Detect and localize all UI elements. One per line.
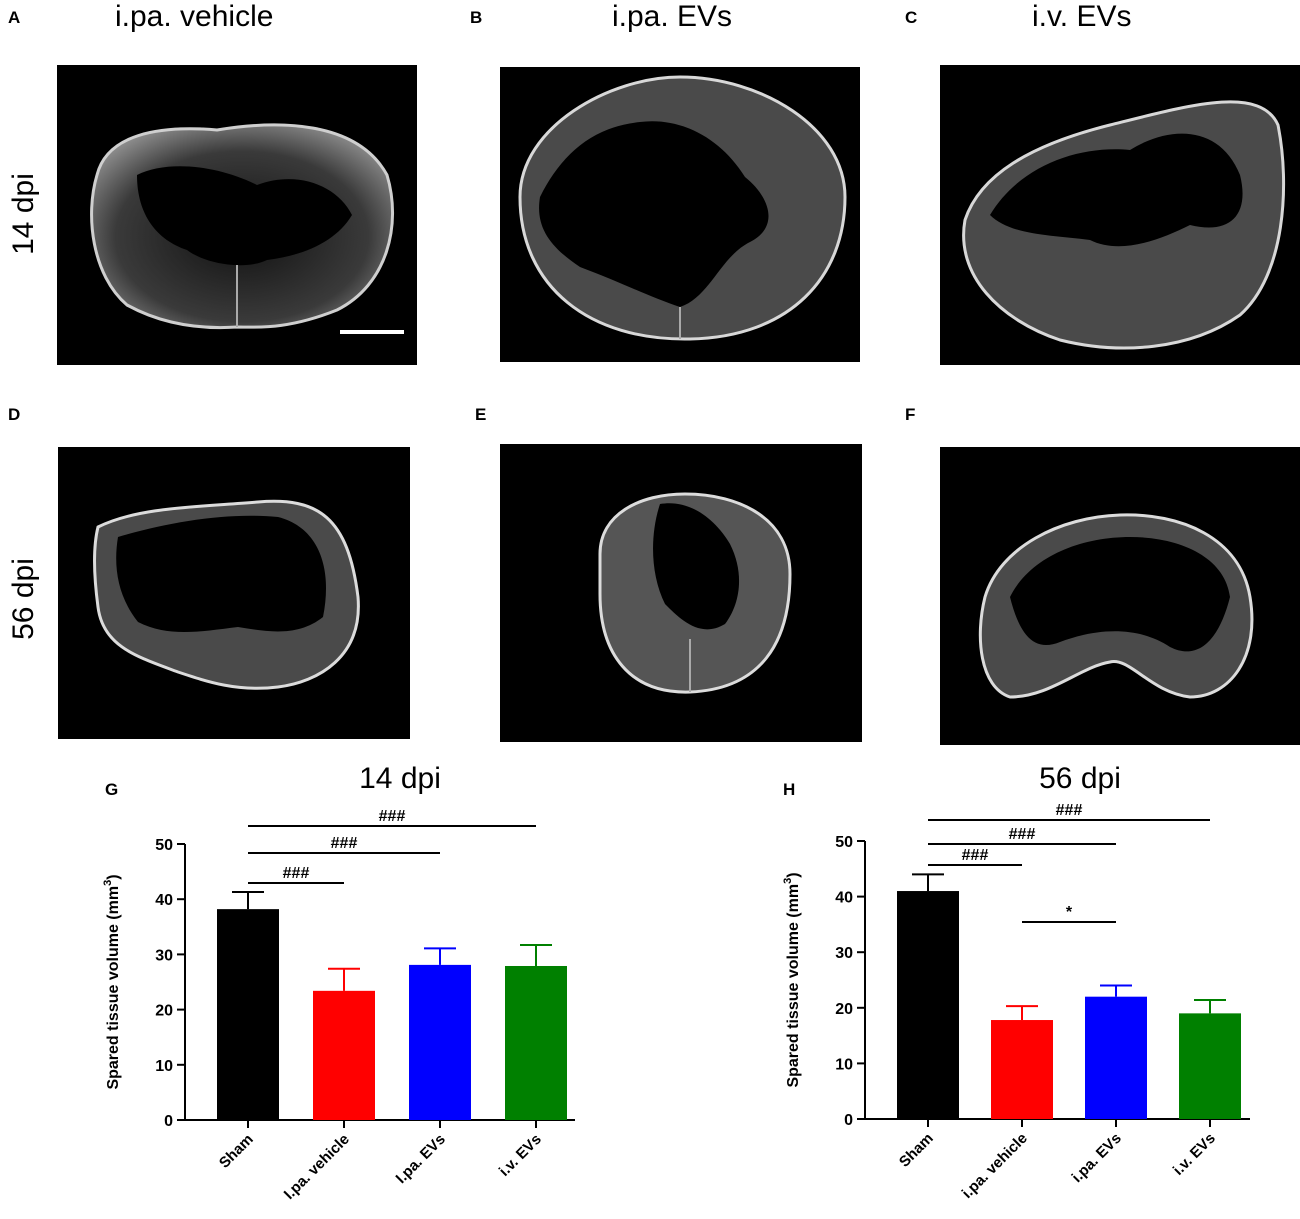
x-tick-label: Sham	[896, 1130, 937, 1171]
y-tick-label: 10	[835, 1056, 853, 1073]
y-tick-label: 0	[844, 1112, 853, 1129]
panel-label-c: C	[905, 8, 918, 27]
bar-chart-14dpi: 0 10 20 30 40 50 Spared tissue volume (mm3) Sha…	[102, 808, 575, 1203]
spinal-cord-section-c	[962, 100, 1286, 350]
column-title-ipa-vehicle: i.pa. vehicle	[115, 0, 274, 33]
x-tick-label: i.pa. vehicle	[959, 1130, 1031, 1202]
micrograph-f	[940, 447, 1300, 745]
y-axis-label-superscript: 3	[782, 878, 794, 884]
row-label-14dpi: 14 dpi	[7, 173, 40, 255]
spinal-cord-section-f	[978, 513, 1254, 699]
x-tick-label: Sham	[216, 1131, 257, 1172]
y-tick-label: 20	[835, 1001, 853, 1018]
y-tick-label: 0	[164, 1113, 173, 1130]
micrograph-b	[500, 67, 860, 362]
significance-label: ###	[1056, 802, 1083, 819]
bar-0	[217, 909, 279, 1120]
bar-0	[897, 891, 959, 1119]
significance-label: *	[1066, 904, 1073, 921]
y-axis-label-text: Spared tissue volume (mm	[785, 884, 802, 1088]
micrograph-e	[500, 444, 862, 742]
y-tick-label: 50	[835, 834, 853, 851]
column-title-ipa-evs: i.pa. EVs	[612, 0, 733, 33]
y-tick-label: 30	[155, 947, 173, 964]
y-tick-label: 30	[835, 945, 853, 962]
panel-label-f: F	[905, 405, 916, 424]
bar-1	[991, 1020, 1053, 1119]
row-label-56dpi: 56 dpi	[7, 558, 40, 640]
micrograph-d	[58, 447, 410, 739]
spinal-cord-section-a	[90, 123, 404, 334]
x-tick-label: i.pa. EVs	[1069, 1130, 1125, 1186]
bar-chart-56dpi: 0 10 20 30 40 50 Spared tissue volume (mm3) Sha…	[782, 802, 1250, 1202]
panel-label-g: G	[105, 780, 119, 799]
x-tick-label: I.pa. vehicle	[281, 1131, 353, 1203]
bar-3	[1179, 1013, 1241, 1119]
significance-label: ###	[283, 865, 310, 882]
column-title-iv-evs: i.v. EVs	[1032, 0, 1132, 33]
spinal-cord-section-d	[93, 499, 360, 690]
y-axis-label-superscript: 3	[102, 880, 114, 886]
panel-label-h: H	[783, 780, 796, 799]
chart-g-title: 14 dpi	[359, 762, 441, 795]
y-axis-label-end: )	[105, 874, 122, 879]
chart-h-title: 56 dpi	[1039, 762, 1121, 795]
bar-3	[505, 965, 567, 1120]
y-tick-label: 20	[155, 1003, 173, 1020]
scale-bar	[340, 330, 404, 334]
y-tick-label: 40	[835, 890, 853, 907]
x-tick-label: I.pa. EVs	[393, 1131, 449, 1187]
spinal-cord-section-b	[518, 75, 847, 341]
bar-2	[1085, 996, 1147, 1119]
y-axis-label: Spared tissue volume (mm3)	[782, 872, 802, 1087]
x-tick-label: i.v. EVs	[1170, 1130, 1219, 1179]
significance-label: ###	[962, 847, 989, 864]
panel-label-a: A	[8, 8, 21, 27]
panel-label-d: D	[8, 405, 21, 424]
significance-label: ###	[331, 835, 358, 852]
bar-1	[313, 990, 375, 1120]
micrograph-a	[57, 65, 417, 365]
spinal-cord-section-e	[598, 492, 792, 694]
significance-label: ###	[379, 808, 406, 825]
y-axis-label: Spared tissue volume (mm3)	[102, 874, 122, 1089]
y-axis-label-end: )	[785, 872, 802, 877]
x-tick-label: i.v. EVs	[496, 1131, 545, 1180]
panel-label-b: B	[470, 8, 483, 27]
y-tick-label: 40	[155, 892, 173, 909]
micrograph-c	[940, 65, 1300, 365]
bar-2	[409, 964, 471, 1120]
panel-label-e: E	[475, 405, 487, 424]
significance-label: ###	[1009, 826, 1036, 843]
y-axis-label-text: Spared tissue volume (mm	[105, 886, 122, 1090]
y-tick-label: 10	[155, 1058, 173, 1075]
y-tick-label: 50	[155, 837, 173, 854]
